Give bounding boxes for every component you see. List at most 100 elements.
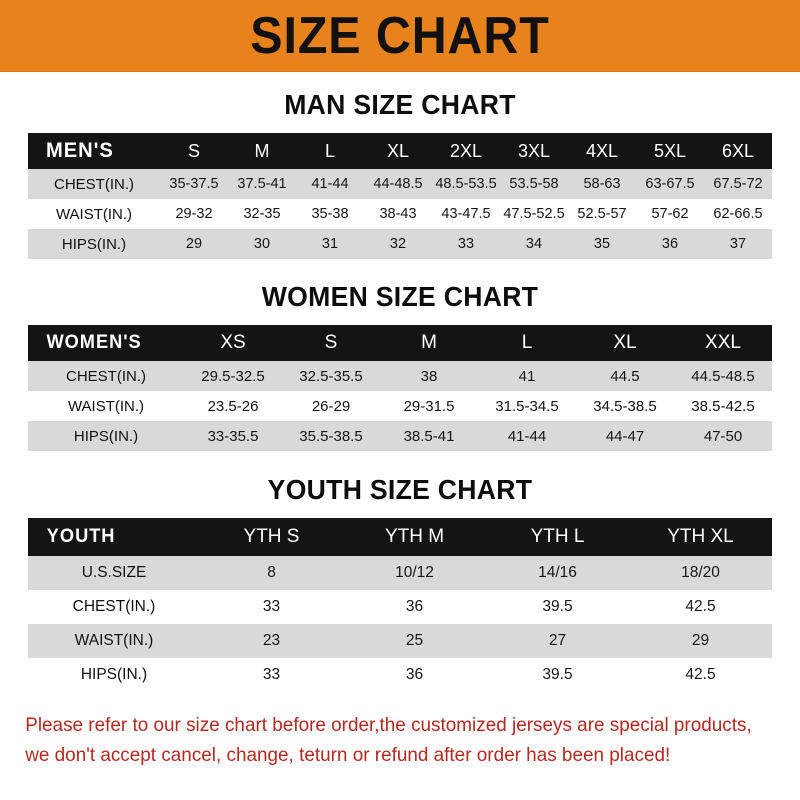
- women-measure-value: 35.5-38.5: [299, 427, 363, 445]
- youth-measure-value: 42.5: [685, 598, 716, 615]
- women-measure-value: 26-29: [311, 397, 351, 415]
- men-measure-label: WAIST(IN.): [55, 205, 133, 223]
- men-measure-label: HIPS(IN.): [61, 235, 127, 253]
- page-banner: SIZE CHART: [0, 0, 800, 72]
- men-size-column-header: S: [187, 140, 200, 161]
- women-measure-value: 44-47: [605, 427, 645, 445]
- men-size-column-header: 5XL: [653, 140, 687, 161]
- men-measure-value: 33: [457, 236, 475, 252]
- men-measure-value: 67.5-72: [713, 176, 763, 192]
- women-measure-value: 29.5-32.5: [201, 367, 265, 385]
- table-row: CHEST(IN.) 29.5-32.5 32.5-35.5 38 41 44.5 44.5…: [28, 361, 772, 391]
- table-row: WAIST(IN.) 29-32 32-35 35-38 38-43 43-47.5 47.…: [28, 199, 772, 229]
- men-measure-value: 35-38: [311, 206, 349, 222]
- women-size-column-header: XXL: [705, 332, 741, 353]
- women-measure-value: 31.5-34.5: [495, 397, 559, 415]
- youth-measure-value: 25: [405, 632, 424, 649]
- women-size-column-header: M: [421, 332, 437, 353]
- page-title: SIZE CHART: [250, 6, 550, 65]
- youth-measure-value: 8: [267, 564, 276, 581]
- youth-measure-label: WAIST(IN.): [74, 632, 154, 649]
- table-row: WAIST(IN.) 23 25 27 29: [28, 624, 772, 658]
- women-measure-value: 38: [420, 367, 438, 385]
- women-size-column-header: XS: [220, 332, 246, 353]
- men-measure-value: 47.5-52.5: [503, 206, 565, 222]
- youth-measure-value: 42.5: [685, 666, 716, 683]
- table-row: HIPS(IN.) 33 36 39.5 42.5: [28, 658, 772, 692]
- table-row: HIPS(IN.) 29 30 31 32 33 34 35 36 37: [28, 229, 772, 259]
- youth-header-row: YOUTH YTH S YTH M YTH L YTH XL: [28, 518, 772, 556]
- youth-measure-value: 18/20: [681, 564, 720, 581]
- youth-measure-label: HIPS(IN.): [80, 666, 148, 683]
- women-size-column-header: XL: [613, 332, 637, 353]
- table-row: CHEST(IN.) 35-37.5 37.5-41 41-44 44-48.5 48.5…: [28, 169, 772, 199]
- women-measure-value: 23.5-26: [207, 397, 259, 415]
- women-measure-value: 41: [518, 367, 536, 385]
- women-measure-value: 41-44: [507, 427, 547, 445]
- women-measure-value: 44.5-48.5: [691, 367, 755, 385]
- women-measure-value: 29-31.5: [403, 397, 455, 415]
- men-measure-value: 62-66.5: [713, 206, 763, 222]
- youth-table-body: YOUTH YTH S YTH M YTH L YTH XL U.S.SIZE 8 10/12…: [28, 518, 772, 692]
- men-measure-value: 32: [389, 236, 407, 252]
- youth-size-column-header: YTH XL: [667, 526, 734, 547]
- youth-measure-value: 33: [262, 598, 281, 615]
- youth-measure-label: CHEST(IN.): [72, 598, 156, 615]
- men-measure-value: 29: [185, 236, 203, 252]
- disclaimer-note: Please refer to our size chart before or…: [0, 710, 776, 770]
- men-header-row: MEN'S S M L XL 2XL 3XL 4XL 5XL 6XL: [28, 133, 772, 169]
- women-measure-label: CHEST(IN.): [66, 367, 146, 385]
- women-header-label: WOMEN'S: [46, 332, 142, 353]
- men-size-column-header: 4XL: [585, 140, 619, 161]
- men-measure-label: CHEST(IN.): [54, 175, 134, 193]
- men-measure-value: 43-47.5: [441, 206, 491, 222]
- women-measure-value: 47-50: [703, 427, 743, 445]
- men-size-column-header: XL: [386, 140, 410, 161]
- men-measure-value: 29-32: [175, 206, 213, 222]
- youth-measure-value: 29: [691, 632, 710, 649]
- youth-measure-value: 33: [262, 666, 281, 683]
- table-row: WAIST(IN.) 23.5-26 26-29 29-31.5 31.5-34.5 34…: [28, 391, 772, 421]
- women-size-table: WOMEN'S XS S M L XL XXL CHEST(IN.) 29.5-32.5 32.5…: [28, 325, 772, 451]
- men-measure-value: 31: [321, 236, 339, 252]
- table-row: HIPS(IN.) 33-35.5 35.5-38.5 38.5-41 41-44 44-…: [28, 421, 772, 451]
- women-table-body: WOMEN'S XS S M L XL XXL CHEST(IN.) 29.5-32.5 32.5…: [28, 325, 772, 451]
- men-size-table: MEN'S S M L XL 2XL 3XL 4XL 5XL 6XL CHEST(IN.) 35-37…: [28, 133, 772, 259]
- youth-size-column-header: YTH M: [384, 526, 445, 547]
- men-measure-value: 34: [525, 236, 543, 252]
- men-measure-value: 41-44: [311, 176, 349, 192]
- men-size-column-header: 3XL: [517, 140, 551, 161]
- men-measure-value: 52.5-57: [577, 206, 627, 222]
- women-measure-label: WAIST(IN.): [67, 397, 145, 415]
- youth-measure-value: 39.5: [542, 598, 573, 615]
- men-section-title: MAN SIZE CHART: [284, 89, 516, 120]
- men-measure-value: 35: [593, 236, 611, 252]
- men-measure-value: 44-48.5: [373, 176, 423, 192]
- youth-size-table: YOUTH YTH S YTH M YTH L YTH XL U.S.SIZE 8 10/12…: [28, 518, 772, 692]
- disclaimer-line-2: we don't accept cancel, change, teturn o…: [25, 744, 671, 766]
- youth-measure-value: 14/16: [538, 564, 577, 581]
- youth-section-title: YOUTH SIZE CHART: [267, 474, 533, 505]
- men-measure-value: 58-63: [583, 176, 621, 192]
- women-header-row: WOMEN'S XS S M L XL XXL: [28, 325, 772, 361]
- youth-size-column-header: YTH S: [243, 526, 300, 547]
- men-size-column-header: L: [324, 140, 335, 161]
- youth-header-label: YOUTH: [46, 526, 116, 547]
- women-measure-value: 34.5-38.5: [593, 397, 657, 415]
- youth-measure-value: 39.5: [542, 666, 573, 683]
- youth-size-column-header: YTH L: [530, 526, 585, 547]
- women-measure-label: HIPS(IN.): [73, 427, 139, 445]
- table-row: CHEST(IN.) 33 36 39.5 42.5: [28, 590, 772, 624]
- women-measure-value: 44.5: [610, 367, 640, 385]
- youth-measure-value: 10/12: [395, 564, 434, 581]
- men-size-column-header: 2XL: [449, 140, 483, 161]
- men-measure-value: 48.5-53.5: [435, 176, 497, 192]
- women-size-column-header: L: [521, 332, 533, 353]
- men-size-column-header: 6XL: [721, 140, 755, 161]
- youth-measure-label: U.S.SIZE: [81, 564, 147, 581]
- men-measure-value: 37.5-41: [237, 176, 287, 192]
- women-measure-value: 38.5-41: [403, 427, 455, 445]
- men-measure-value: 38-43: [379, 206, 417, 222]
- men-measure-value: 30: [253, 236, 271, 252]
- men-measure-value: 53.5-58: [509, 176, 559, 192]
